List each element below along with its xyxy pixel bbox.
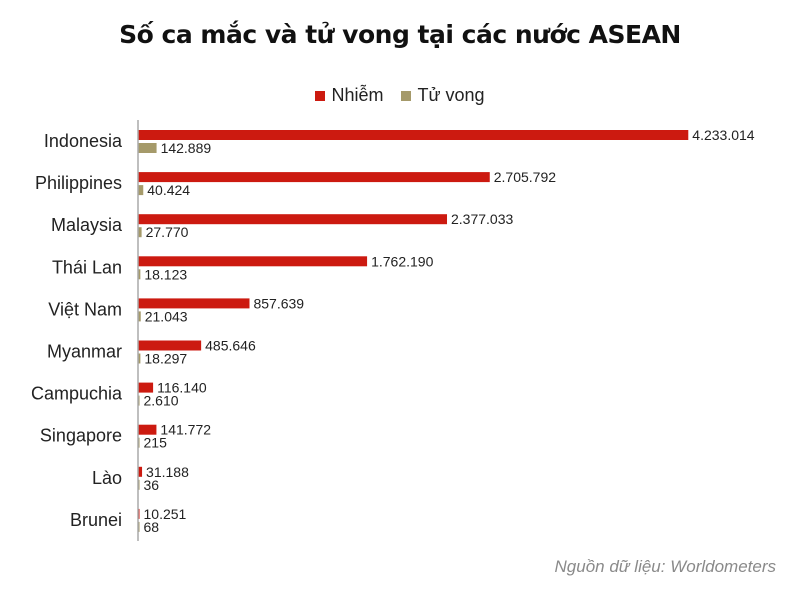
infected-data-label: 31.188 — [146, 464, 189, 480]
legend-item-infected: Nhiễm — [315, 85, 383, 106]
deaths-data-label: 27.770 — [146, 224, 189, 240]
infected-bar — [138, 256, 368, 267]
infected-bar — [138, 340, 202, 351]
legend-label-deaths: Tử vong — [417, 85, 485, 105]
infected-data-label: 485.646 — [205, 338, 256, 354]
category-label: Lào — [92, 468, 122, 488]
deaths-data-label: 18.297 — [144, 351, 187, 367]
infected-data-label: 10.251 — [144, 506, 187, 522]
infected-data-label: 2.705.792 — [494, 169, 556, 185]
infected-data-label: 116.140 — [157, 380, 207, 396]
infected-data-label: 4.233.014 — [692, 127, 754, 143]
infected-bar — [138, 214, 448, 225]
category-label: Indonesia — [44, 131, 123, 151]
infected-data-label: 1.762.190 — [371, 253, 433, 269]
infected-bar — [138, 382, 154, 393]
deaths-data-label: 18.123 — [144, 266, 187, 282]
legend: Nhiễm Tử vong — [0, 85, 800, 106]
legend-label-infected: Nhiễm — [331, 85, 384, 105]
deaths-data-label: 68 — [144, 519, 160, 535]
category-label: Brunei — [70, 510, 122, 530]
category-label: Campuchia — [31, 384, 123, 404]
category-label: Philippines — [35, 173, 122, 193]
legend-swatch-deaths — [401, 90, 412, 101]
category-label: Myanmar — [47, 342, 122, 362]
category-label: Singapore — [40, 426, 122, 446]
infected-data-label: 2.377.033 — [451, 211, 513, 227]
deaths-data-label: 2.610 — [144, 393, 179, 409]
category-label: Malaysia — [51, 215, 123, 235]
infected-bar — [138, 424, 157, 435]
source-note: Nguồn dữ liệu: Worldometers — [554, 557, 776, 576]
infected-bar — [138, 130, 689, 140]
deaths-data-label: 142.889 — [161, 140, 212, 156]
legend-item-deaths: Tử vong — [401, 85, 485, 106]
deaths-bar — [138, 269, 141, 280]
legend-swatch-infected — [315, 90, 326, 101]
chart-title: Số ca mắc và tử vong tại các nước ASEAN — [119, 20, 681, 49]
deaths-data-label: 36 — [144, 477, 160, 493]
category-label: Thái Lan — [52, 257, 122, 277]
deaths-data-label: 215 — [144, 435, 168, 451]
deaths-bar — [138, 185, 144, 196]
deaths-data-label: 40.424 — [147, 182, 190, 198]
category-label: Việt Nam — [48, 299, 122, 319]
infected-data-label: 141.772 — [160, 422, 211, 438]
deaths-bar — [138, 311, 141, 322]
deaths-bar — [138, 227, 142, 238]
deaths-bar — [138, 353, 141, 364]
infected-bar — [138, 172, 490, 183]
infected-bar — [138, 298, 250, 309]
infected-bar — [138, 466, 143, 477]
infected-data-label: 857.639 — [253, 295, 304, 311]
deaths-bar — [138, 143, 157, 153]
deaths-data-label: 21.043 — [145, 308, 188, 324]
